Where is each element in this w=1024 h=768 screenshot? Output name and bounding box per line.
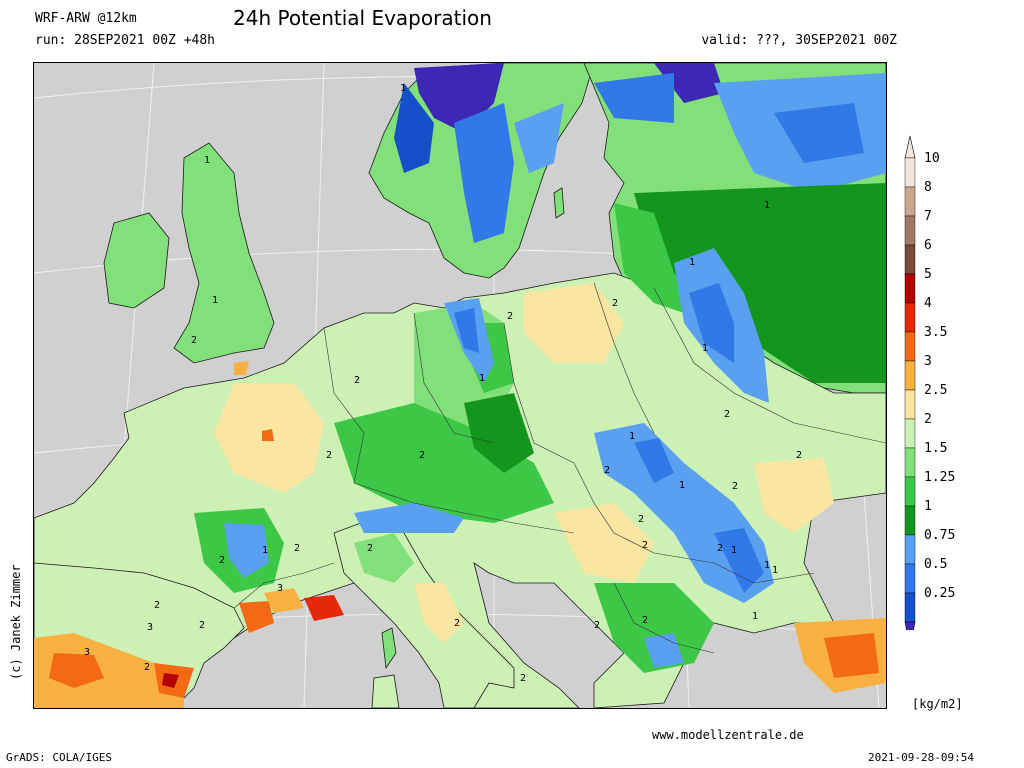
contour-value-label: 2 <box>454 618 460 629</box>
contour-value-label: 1 <box>702 343 708 354</box>
legend-bottom-arrow <box>904 621 916 630</box>
contour-value-label: 2 <box>604 465 610 476</box>
legend-swatch <box>904 418 916 449</box>
contour-value-label: 1 <box>764 200 770 211</box>
legend-swatch <box>904 389 916 420</box>
legend-swatch <box>904 186 916 217</box>
contour-value-label: 1 <box>629 431 635 442</box>
contour-value-label: 1 <box>772 565 778 576</box>
contour-value-label: 1 <box>212 295 218 306</box>
contour-value-label: 2 <box>796 450 802 461</box>
contour-value-label: 2 <box>294 543 300 554</box>
legend-top-arrow <box>904 135 916 159</box>
contour-value-label: 2 <box>154 600 160 611</box>
legend-swatch <box>904 592 916 623</box>
legend-unit-label: [kg/m2] <box>912 697 963 711</box>
legend-swatch <box>904 244 916 275</box>
contour-value-label: 2 <box>732 481 738 492</box>
contour-value-label: 2 <box>367 543 373 554</box>
contour-value-label: 2 <box>612 298 618 309</box>
model-label: WRF-ARW @12km <box>35 11 137 26</box>
contour-value-label: 1 <box>204 155 210 166</box>
legend-tick-label: 0.25 <box>924 586 955 601</box>
legend-swatch <box>904 563 916 594</box>
land-sardinia <box>371 674 400 708</box>
software-credit: GrADS: COLA/IGES <box>6 751 112 764</box>
legend-swatch <box>904 505 916 536</box>
legend-tick-label: 3 <box>924 354 932 369</box>
land-corsica <box>381 627 397 670</box>
contour-value-label: 3 <box>84 647 90 658</box>
contour-value-label: 2 <box>191 335 197 346</box>
legend-tick-label: 8 <box>924 180 932 195</box>
website-label: www.modellzentrale.de <box>652 728 804 742</box>
contour-value-label: 2 <box>419 450 425 461</box>
contour-value-label: 2 <box>642 615 648 626</box>
contour-value-label: 3 <box>277 583 283 594</box>
legend-tick-label: 5 <box>924 267 932 282</box>
contour-value-label: 1 <box>689 257 695 268</box>
valid-time-label: valid: ???, 30SEP2021 00Z <box>701 33 897 48</box>
legend-colorbar: 10 8 7 6 5 4 3.5 3 2.5 2 1.5 1.25 1 0.75 0.5 0.25 <box>904 135 955 630</box>
contour-value-label: 2 <box>507 311 513 322</box>
legend-tick-label: 2 <box>924 412 932 427</box>
contour-value-label: 1 <box>679 480 685 491</box>
legend-swatch <box>904 157 916 188</box>
land-great-britain <box>173 142 275 364</box>
copyright-label: (c) Janek Zimmer <box>9 564 23 680</box>
legend-labels: 10 8 7 6 5 4 3.5 3 2.5 2 1.5 1.25 1 0.75 0.5 0.25 <box>924 151 955 601</box>
contour-value-label: 1 <box>752 611 758 622</box>
legend-tick-label: 3.5 <box>924 325 947 340</box>
contour-value-label: 1 <box>764 560 770 571</box>
contour-value-label: 1 <box>731 545 737 556</box>
generation-timestamp: 2021-09-28-09:54 <box>868 751 974 764</box>
contour-value-label: 2 <box>326 450 332 461</box>
contour-value-label: 1 <box>479 373 485 384</box>
legend-swatch <box>904 360 916 391</box>
legend-swatch <box>904 534 916 565</box>
legend-swatch <box>904 476 916 507</box>
contour-value-label: 3 <box>147 622 153 633</box>
land-gotland <box>553 187 565 219</box>
legend-swatches <box>904 135 916 630</box>
map-title: 24h Potential Evaporation <box>233 6 492 30</box>
legend-tick-label: 0.75 <box>924 528 955 543</box>
legend-tick-label: 6 <box>924 238 932 253</box>
contour-value-label: 2 <box>642 540 648 551</box>
contour-value-label: 2 <box>199 620 205 631</box>
contour-value-label: 2 <box>144 662 150 673</box>
legend-swatch <box>904 447 916 478</box>
legend-tick-label: 2.5 <box>924 383 947 398</box>
contour-value-label: 2 <box>219 555 225 566</box>
legend-swatch <box>904 273 916 304</box>
field-patches <box>34 63 886 708</box>
legend-tick-label: 10 <box>924 151 940 166</box>
run-label: run: 28SEP2021 00Z +48h <box>35 33 216 48</box>
legend-tick-label: 0.5 <box>924 557 947 572</box>
legend-tick-label: 4 <box>924 296 932 311</box>
land-ireland <box>103 212 170 309</box>
contour-value-label: 2 <box>354 375 360 386</box>
legend-tick-label: 1 <box>924 499 932 514</box>
contour-value-label: 1 <box>262 545 268 556</box>
contour-value-label: 2 <box>638 514 644 525</box>
legend-tick-label: 1.25 <box>924 470 955 485</box>
legend-tick-label: 7 <box>924 209 932 224</box>
legend-tick-label: 1.5 <box>924 441 947 456</box>
legend-swatch <box>904 302 916 333</box>
contour-value-label: 2 <box>594 620 600 631</box>
contour-value-label: 2 <box>717 543 723 554</box>
country-borders <box>233 282 886 654</box>
legend-swatch <box>904 215 916 246</box>
contour-value-label: 2 <box>520 673 526 684</box>
legend-swatch <box>904 331 916 362</box>
contour-value-label: 1 <box>400 83 406 94</box>
contour-value-label: 2 <box>724 409 730 420</box>
